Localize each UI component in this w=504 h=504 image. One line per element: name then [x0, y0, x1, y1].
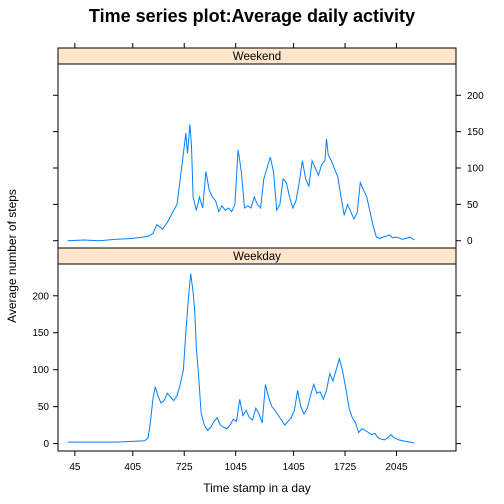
x-tick-label: 2045: [385, 462, 408, 473]
y-tick-label: 0: [43, 439, 49, 450]
plot-frame-weekend: [57, 63, 457, 249]
strip-label-weekday: Weekday: [233, 251, 281, 263]
strip-label-weekend: Weekend: [233, 51, 281, 63]
series-line-weekday: [67, 273, 415, 444]
x-tick-label: 725: [176, 462, 193, 473]
x-tick-label: 1045: [225, 462, 248, 473]
y-tick-label: 150: [32, 328, 49, 339]
panel-weekday: Weekday 0 50 100 150 200: [32, 247, 461, 452]
y-tick-label: 50: [467, 200, 479, 211]
y-axis-label: Average number of steps: [5, 189, 19, 323]
y-tick-label: 200: [467, 91, 484, 102]
plot-frame-weekday: [57, 263, 457, 452]
x-tick-label: 1725: [334, 462, 357, 473]
y-tick-label: 200: [32, 291, 49, 302]
panel-weekend: Weekend 0 50 100 150 200: [53, 47, 484, 249]
panels-group: Weekend 0 50 100 150 200 Weekday 0 50 100 150 200 45…: [32, 43, 484, 473]
x-tick-label: 1405: [282, 462, 305, 473]
x-tick-label: 405: [124, 462, 141, 473]
y-tick-label: 50: [38, 402, 50, 413]
y-tick-label: 100: [32, 365, 49, 376]
chart-title: Time series plot:Average daily activity: [89, 6, 415, 26]
y-tick-label: 100: [467, 164, 484, 175]
x-axis-label: Time stamp in a day: [203, 481, 311, 495]
y-tick-label: 150: [467, 127, 484, 138]
x-tick-label: 45: [69, 462, 81, 473]
series-line-weekend: [67, 124, 415, 242]
y-tick-label: 0: [467, 236, 473, 247]
